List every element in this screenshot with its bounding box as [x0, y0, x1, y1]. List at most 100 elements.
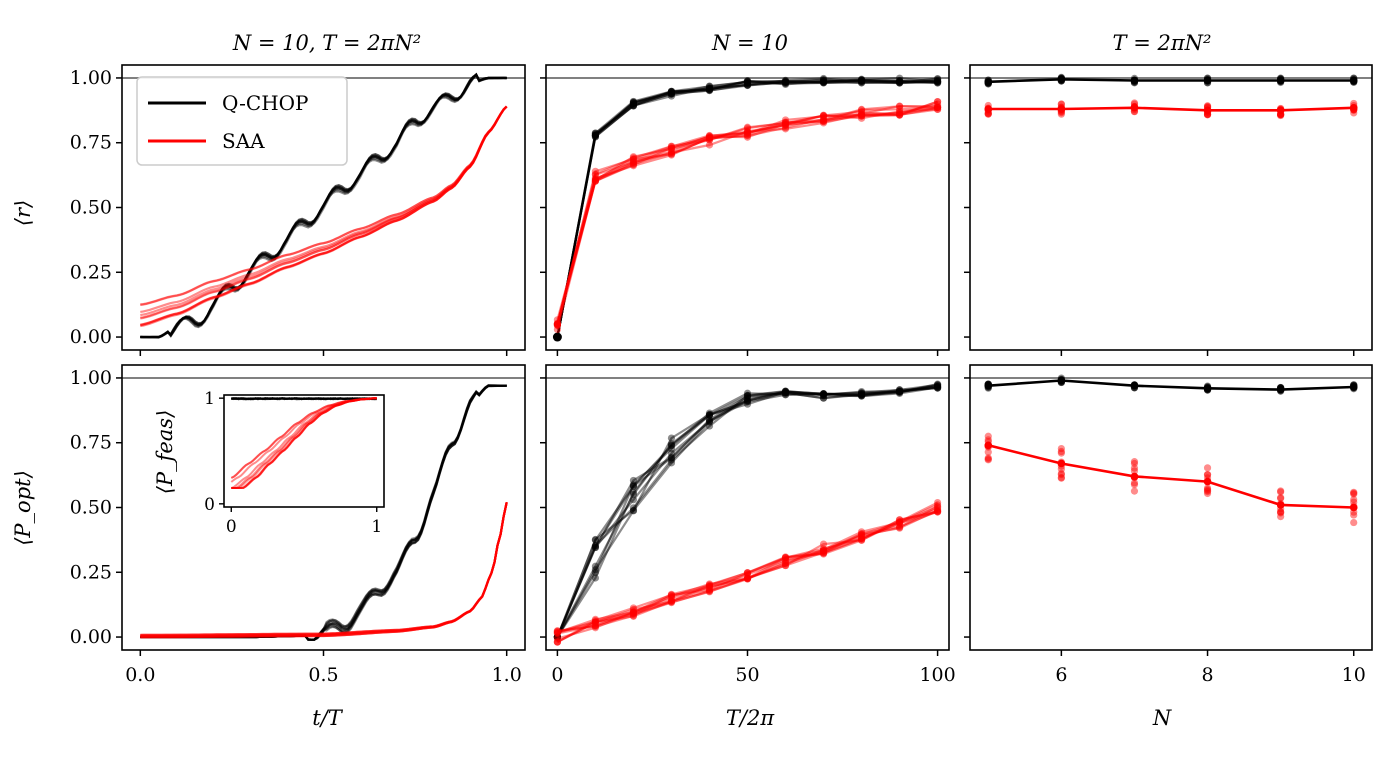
- saa-data-point: [591, 621, 600, 630]
- saa-data-point: [819, 112, 828, 120]
- saa-data-point: [667, 591, 676, 599]
- qchop-data-point: [933, 78, 942, 86]
- qchop-data-point: [553, 633, 562, 641]
- qchop-data-point: [933, 382, 942, 390]
- qchop-data-point: [743, 397, 752, 405]
- saa-data-point: [1057, 474, 1065, 482]
- saa-data-point: [591, 615, 600, 623]
- qchop-data-point: [591, 568, 600, 577]
- saa-data-point: [781, 553, 790, 562]
- saa-data-point: [629, 608, 638, 617]
- saa-data-point: [819, 546, 828, 554]
- y-tick-label: 0.75: [70, 132, 112, 154]
- saa-data-point: [667, 148, 676, 157]
- saa-data-point: [553, 630, 562, 638]
- qchop-data-point: [591, 543, 600, 552]
- saa-mean-point: [1057, 105, 1066, 113]
- saa-replicate-line: [557, 510, 938, 632]
- saa-data-point: [553, 638, 562, 646]
- saa-data-point: [819, 117, 828, 126]
- saa-data-point: [857, 536, 866, 544]
- plot-area: [552, 74, 942, 342]
- saa-data-point: [895, 518, 904, 526]
- ylabel-top-row: ⟨r⟩: [11, 200, 35, 226]
- saa-data-point: [781, 561, 790, 570]
- saa-data-point: [743, 575, 752, 583]
- saa-replicate-line: [140, 105, 508, 326]
- inset-qchop-line: [231, 397, 377, 401]
- qchop-mean-point: [1349, 76, 1358, 85]
- saa-data-point: [1203, 485, 1212, 494]
- inset-x-tick-label: 0: [226, 517, 237, 537]
- saa-mean-point: [984, 441, 993, 450]
- saa-replicate-line: [556, 100, 938, 325]
- qchop-data-point: [629, 507, 638, 515]
- saa-data-point: [591, 174, 600, 182]
- inset-saa-line: [230, 397, 377, 479]
- qchop-data-point: [629, 481, 638, 489]
- saa-data-point: [743, 129, 752, 138]
- saa-data-point: [895, 516, 904, 524]
- inset-saa-line: [231, 397, 377, 489]
- qchop-data-point: [819, 78, 828, 87]
- saa-data-point: [705, 134, 714, 143]
- saa-data-point: [591, 175, 600, 183]
- saa-data-point: [781, 557, 790, 565]
- x-tick-label: 0.0: [125, 664, 155, 686]
- qchop-data-point: [705, 84, 714, 93]
- inset-saa-line: [230, 397, 377, 489]
- saa-data-point: [781, 556, 790, 564]
- qchop-data-point: [895, 78, 904, 86]
- saa-data-point: [857, 529, 866, 538]
- saa-data-point: [553, 320, 562, 329]
- saa-mean-point: [1057, 459, 1066, 468]
- saa-replicate-line: [557, 509, 939, 635]
- qchop-data-point: [819, 79, 828, 87]
- qchop-data-point: [705, 411, 714, 419]
- qchop-data-point: [591, 536, 600, 544]
- saa-data-point: [1277, 111, 1285, 120]
- qchop-data-point: [705, 418, 714, 426]
- saa-data-point: [933, 507, 942, 515]
- qchop-data-point: [591, 131, 600, 139]
- xlabel-col-2: T/2π: [726, 706, 775, 730]
- qchop-data-point: [705, 410, 714, 419]
- saa-data-point: [857, 111, 866, 119]
- inset-qchop-line: [231, 397, 377, 401]
- qchop-data-point: [819, 391, 828, 399]
- saa-data-point: [933, 508, 942, 516]
- qchop-data-point: [933, 79, 942, 87]
- qchop-data-point: [743, 80, 752, 88]
- qchop-data-point: [667, 89, 676, 97]
- saa-data-point: [629, 612, 638, 620]
- qchop-replicate-line: [556, 387, 938, 638]
- qchop-data-point: [819, 390, 828, 398]
- inset-plot: [230, 397, 377, 489]
- saa-data-point: [895, 111, 904, 119]
- y-tick-label: 0.00: [70, 326, 112, 348]
- saa-data-point: [781, 121, 790, 129]
- qchop-replicate-line: [556, 385, 938, 638]
- saa-data-point: [1057, 473, 1065, 482]
- x-tick-label: 0.5: [308, 664, 338, 686]
- xlabel-col-1: t/T: [312, 706, 344, 730]
- qchop-data-point: [781, 79, 790, 87]
- saa-replicate-line: [140, 105, 508, 328]
- y-tick-label: 0.25: [70, 261, 112, 283]
- saa-data-point: [857, 531, 866, 539]
- qchop-data-point: [705, 422, 714, 430]
- saa-data-point: [705, 581, 714, 589]
- qchop-data-point: [781, 389, 790, 397]
- saa-replicate-line: [556, 106, 938, 325]
- saa-data-point: [591, 170, 600, 178]
- x-tick-label: 50: [735, 664, 759, 686]
- x-tick-label: 6: [1055, 664, 1067, 686]
- saa-replicate-line: [140, 502, 508, 637]
- qchop-replicate-line: [556, 386, 938, 638]
- saa-replicate-line: [556, 505, 939, 644]
- saa-data-point: [591, 622, 600, 631]
- saa-data-point: [819, 548, 828, 557]
- saa-data-point: [667, 150, 676, 158]
- qchop-data-point: [819, 391, 828, 399]
- qchop-data-point: [743, 392, 752, 400]
